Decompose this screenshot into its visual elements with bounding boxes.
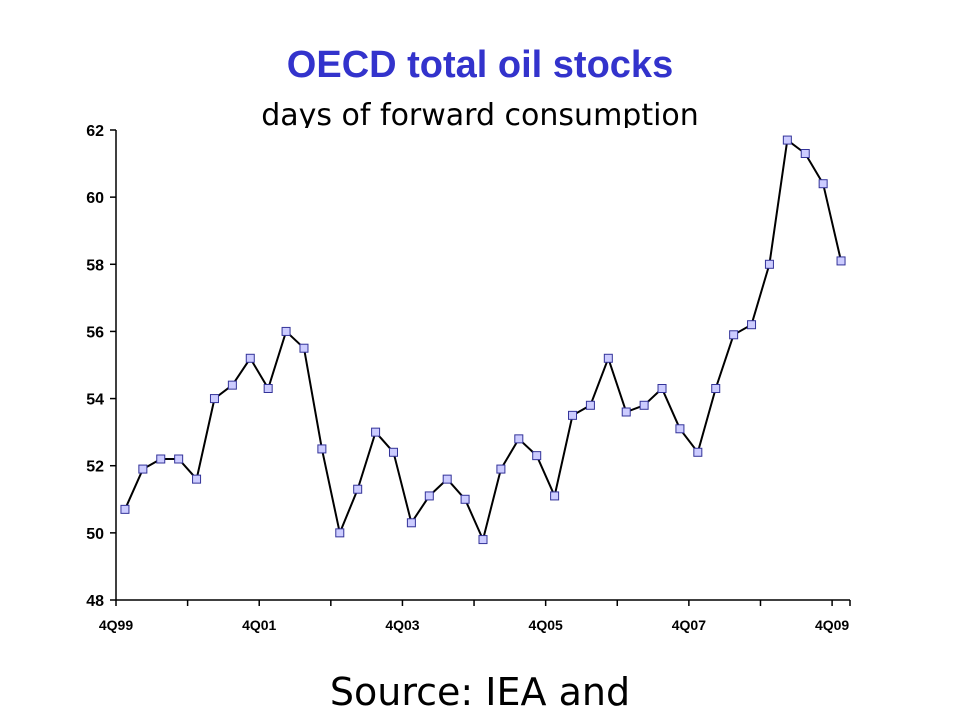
- data-point: [478, 535, 488, 545]
- data-point: [657, 384, 667, 393]
- data-point: [174, 454, 184, 464]
- x-tick-label: 4Q05: [529, 617, 563, 633]
- data-point: [532, 451, 542, 461]
- data-point: [353, 484, 363, 494]
- data-point: [550, 491, 560, 501]
- data-point: [621, 407, 631, 417]
- data-point: [120, 504, 130, 514]
- source-container: Source: IEA and: [0, 664, 960, 720]
- data-point: [263, 384, 273, 393]
- data-point: [317, 444, 327, 454]
- y-tick-label: 52: [86, 459, 104, 476]
- chart-title: OECD total oil stocks: [286, 44, 674, 86]
- y-tick-label: 48: [86, 593, 104, 610]
- data-point: [227, 380, 237, 390]
- data-point: [299, 343, 309, 353]
- data-point: [156, 454, 166, 464]
- x-tick-label: 4Q03: [385, 617, 419, 633]
- data-point: [639, 400, 649, 410]
- data-point: [747, 320, 757, 330]
- data-point: [782, 135, 792, 145]
- y-tick-label: 50: [86, 526, 104, 543]
- data-point: [675, 424, 685, 434]
- data-point: [388, 447, 398, 457]
- data-point: [836, 256, 846, 266]
- y-tick-label: 58: [86, 257, 104, 274]
- data-point: [424, 491, 434, 501]
- data-point: [281, 326, 291, 336]
- data-point: [371, 427, 381, 437]
- data-point: [209, 394, 219, 404]
- data-point: [335, 528, 345, 538]
- data-point: [764, 259, 774, 269]
- x-tick-label: 4Q01: [242, 617, 276, 633]
- data-point: [460, 494, 470, 504]
- series-line: [124, 138, 842, 543]
- data-point: [138, 464, 148, 474]
- data-point: [406, 518, 416, 528]
- data-point: [245, 353, 255, 363]
- data-point: [585, 400, 595, 410]
- y-tick-label: 56: [86, 324, 104, 341]
- source-note: Source: IEA and: [329, 670, 631, 714]
- data-point: [496, 464, 506, 474]
- chart-subtitle: days of forward consumption: [261, 98, 699, 128]
- data-point: [800, 149, 810, 158]
- data-point: [514, 434, 524, 444]
- x-tick-label: 4Q07: [672, 617, 706, 633]
- data-point: [603, 353, 613, 363]
- y-tick-label: 60: [86, 190, 104, 207]
- data-point: [818, 179, 828, 189]
- y-tick-label: 54: [86, 392, 104, 409]
- y-tick-label: 62: [86, 123, 104, 140]
- data-point: [693, 447, 703, 457]
- chart-subtitle-container: days of forward consumption: [0, 96, 960, 128]
- data-point: [711, 384, 721, 393]
- data-point: [192, 474, 202, 484]
- x-tick-label: 4Q99: [99, 617, 133, 633]
- data-point: [568, 410, 578, 420]
- data-point: [442, 474, 452, 484]
- data-point: [729, 330, 739, 340]
- x-tick-label: 4Q09: [815, 617, 849, 633]
